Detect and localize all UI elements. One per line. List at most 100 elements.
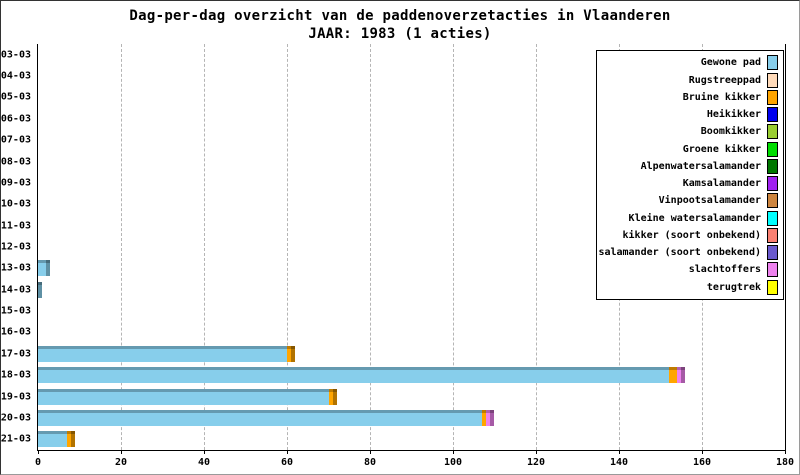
x-tick-label-60: 60 [280, 457, 294, 468]
y-axis-label-06-03: 06-03 [0, 113, 31, 125]
legend-item-vinpootsalamander: Vinpootsalamander [599, 193, 778, 209]
bar-segment-gewone-pad [38, 260, 51, 277]
x-tick-120 [536, 450, 537, 454]
x-tick-label-20: 20 [114, 457, 128, 468]
bar-row-13-03 [38, 258, 785, 279]
legend-item-boomkikker: Boomkikker [599, 124, 778, 140]
legend-item-gewone-pad: Gewone pad [599, 55, 778, 71]
legend-label: Kleine watersalamander [628, 212, 761, 224]
y-axis-label-07-03: 07-03 [0, 134, 31, 146]
y-axis-label-12-03: 12-03 [0, 241, 31, 253]
legend-item-rugstreeppad: Rugstreeppad [599, 72, 778, 88]
x-tick-20 [121, 450, 122, 454]
legend-swatch-groene-kikker [767, 141, 778, 157]
bar-row-21-03 [38, 429, 785, 450]
bar-segment-bruine-kikker [328, 388, 337, 405]
legend-item-heikikker: Heikikker [599, 107, 778, 123]
legend-swatch-terugtrek [767, 279, 778, 295]
bar-segment-gewone-pad [38, 388, 329, 405]
legend-item-salamander-soort-onbekend: salamander (soort onbekend) [598, 245, 778, 261]
bar-row-19-03 [38, 386, 785, 407]
y-axis-label-03-03: 03-03 [0, 49, 31, 61]
legend-swatch-heikikker [767, 107, 778, 123]
bar-row-17-03 [38, 343, 785, 364]
bar-segment-bruine-kikker [668, 367, 678, 384]
plot-area: 0 20 40 60 80 100 120 140 160 180 [35, 44, 794, 468]
legend-label: Rugstreeppad [688, 74, 761, 86]
y-axis-label-11-03: 11-03 [0, 220, 31, 232]
y-axis-label-15-03: 15-03 [0, 305, 31, 317]
x-tick-label-160: 160 [692, 457, 712, 468]
legend-label: Kamsalamander [682, 178, 761, 190]
bar-row-18-03 [38, 365, 785, 386]
legend-swatch-kikker-soort-onbekend [767, 227, 778, 243]
x-tick-180 [785, 450, 786, 454]
x-tick-80 [370, 450, 371, 454]
chart-title: Dag-per-dag overzicht van de paddenoverz… [129, 8, 671, 24]
bar-row-14-03 [38, 279, 785, 300]
x-tick-label-80: 80 [363, 457, 377, 468]
legend-label: kikker (soort onbekend) [622, 229, 761, 241]
x-tick-100 [453, 450, 454, 454]
y-axis-label-19-03: 19-03 [0, 391, 31, 403]
legend-label: terugtrek [706, 281, 761, 293]
legend-item-kikker-soort-onbekend: kikker (soort onbekend) [599, 227, 778, 243]
y-axis-label-17-03: 17-03 [0, 348, 31, 360]
x-tick-label-100: 100 [443, 457, 463, 468]
legend-label: Groene kikker [682, 143, 761, 155]
x-tick-40 [204, 450, 205, 454]
gridline-20 [121, 44, 122, 450]
y-axis-label-18-03: 18-03 [0, 369, 31, 381]
chart-subtitle: JAAR: 1983 (1 acties) [308, 26, 492, 42]
x-tick-60 [287, 450, 288, 454]
legend-swatch-vinpootsalamander [767, 193, 778, 209]
legend-label: Heikikker [706, 109, 761, 121]
legend-label: Boomkikker [700, 126, 761, 138]
x-tick-label-120: 120 [526, 457, 546, 468]
bar-segment-gewone-pad [38, 431, 68, 448]
gridline-120 [536, 44, 537, 450]
bar-segment-slachtoffers [677, 367, 686, 384]
y-axis-label-08-03: 08-03 [0, 156, 31, 168]
y-axis-label-05-03: 05-03 [0, 91, 31, 103]
legend-swatch-slachtoffers [767, 262, 778, 278]
legend-swatch-gewone-pad [767, 55, 778, 71]
bar-segment-bruine-kikker [67, 431, 76, 448]
legend-swatch-rugstreeppad [767, 72, 778, 88]
x-tick-160 [702, 450, 703, 454]
legend-label: salamander (soort onbekend) [598, 247, 761, 259]
legend-item-kamsalamander: Kamsalamander [599, 176, 778, 192]
x-tick-label-0: 0 [34, 457, 42, 468]
legend-item-terugtrek: terugtrek [599, 279, 778, 295]
bar-segment-gewone-pad [38, 281, 43, 298]
legend-label: Alpenwatersalamander [640, 160, 761, 172]
legend-item-slachtoffers: slachtoffers [599, 262, 778, 278]
y-axis-label-20-03: 20-03 [0, 412, 31, 424]
gridline-100 [453, 44, 454, 450]
legend-swatch-kleine-watersalamander [767, 210, 778, 226]
x-tick-label-140: 140 [609, 457, 629, 468]
gridline-40 [204, 44, 205, 450]
legend-label: Gewone pad [700, 57, 761, 69]
x-tick-140 [619, 450, 620, 454]
legend-swatch-boomkikker [767, 124, 778, 140]
y-axis-label-10-03: 10-03 [0, 198, 31, 210]
gridline-80 [370, 44, 371, 450]
y-axis-label-13-03: 13-03 [0, 262, 31, 274]
legend-item-groene-kikker: Groene kikker [599, 141, 778, 157]
legend-item-bruine-kikker: Bruine kikker [599, 89, 778, 105]
legend-swatch-kamsalamander [767, 176, 778, 192]
gridline-60 [287, 44, 288, 450]
bar-row-20-03 [38, 407, 785, 428]
legend: Gewone pad Rugstreeppad Bruine kikker Heiki… [596, 50, 784, 300]
legend-label: slachtoffers [688, 264, 761, 276]
x-tick-0 [38, 450, 39, 454]
legend-item-kleine-watersalamander: Kleine watersalamander [599, 210, 778, 226]
legend-label: Bruine kikker [682, 91, 761, 103]
legend-label: Vinpootsalamander [658, 195, 761, 207]
bar-segment-bruine-kikker [482, 409, 487, 426]
y-axis-label-21-03: 21-03 [0, 433, 31, 445]
bar-segment-bruine-kikker [287, 345, 296, 362]
legend-swatch-salamander-soort-onbekend [767, 245, 778, 261]
